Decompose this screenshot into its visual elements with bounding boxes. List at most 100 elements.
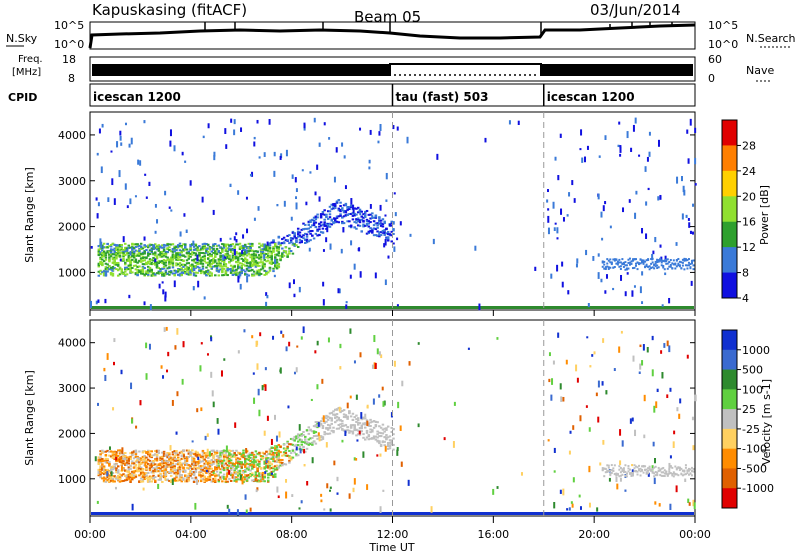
echo-cell <box>196 265 199 268</box>
echo-cell <box>221 475 224 478</box>
echo-cell <box>349 415 353 418</box>
echo-cell <box>249 469 252 472</box>
echo-cell <box>184 463 187 466</box>
echo-cell <box>139 477 143 480</box>
echo-cell <box>378 440 381 443</box>
echo-cell <box>376 436 379 439</box>
echo-cell <box>321 211 325 214</box>
echo-cell <box>689 267 692 270</box>
echo-cell <box>127 259 131 262</box>
echo-cell <box>157 271 161 274</box>
echo-cell <box>145 196 148 199</box>
echo-cell <box>277 266 281 269</box>
echo-cell <box>379 219 383 222</box>
echo-cell <box>208 265 212 268</box>
echo-cell <box>517 120 520 126</box>
echo-cell <box>221 248 224 251</box>
echo-cell <box>189 453 192 456</box>
echo-cell <box>111 242 115 245</box>
echo-cell <box>132 247 136 250</box>
echo-cell <box>251 467 254 470</box>
colorbar-tick-label: 25 <box>742 403 756 416</box>
echo-cell <box>281 458 284 461</box>
echo-cell <box>620 330 623 334</box>
echo-cell <box>102 479 106 482</box>
echo-cell <box>146 471 150 474</box>
echo-cell <box>161 480 164 483</box>
echo-cell <box>148 266 152 269</box>
echo-cell <box>122 457 125 460</box>
echo-cell <box>328 137 331 140</box>
echo-cell <box>194 265 198 268</box>
echo-cell <box>268 242 272 245</box>
echo-cell <box>362 216 365 219</box>
echo-cell <box>240 254 243 257</box>
echo-cell <box>355 394 358 400</box>
echo-cell <box>246 275 249 283</box>
echo-cell <box>259 253 263 256</box>
echo-cell <box>150 248 153 251</box>
echo-cell <box>406 136 409 144</box>
echo-cell <box>694 394 697 402</box>
echo-cell <box>185 462 189 465</box>
colorbar-segment <box>722 488 737 509</box>
echo-cell <box>270 438 273 445</box>
echo-cell <box>150 261 153 264</box>
echo-cell <box>240 462 243 465</box>
echo-cell <box>240 466 243 469</box>
echo-cell <box>104 457 108 460</box>
echo-cell <box>653 267 656 270</box>
echo-cell <box>265 272 268 275</box>
echo-cell <box>385 427 388 430</box>
echo-cell <box>141 451 145 454</box>
echo-cell <box>372 426 376 429</box>
echo-cell <box>178 274 182 277</box>
echo-cell <box>634 429 637 437</box>
echo-cell <box>687 217 690 221</box>
echo-cell <box>256 487 259 491</box>
echo-cell <box>139 462 143 465</box>
echo-cell <box>129 250 132 256</box>
echo-cell <box>127 459 131 462</box>
echo-cell <box>201 457 205 460</box>
echo-cell <box>217 428 220 435</box>
echo-cell <box>198 254 201 257</box>
echo-cell <box>274 456 277 459</box>
echo-cell <box>295 239 298 242</box>
echo-cell <box>328 416 332 419</box>
echo-cell <box>258 156 261 159</box>
echo-cell <box>204 435 207 441</box>
echo-cell <box>383 427 386 430</box>
echo-cell <box>265 273 268 276</box>
echo-cell <box>254 254 258 257</box>
echo-cell <box>371 215 374 220</box>
echo-cell <box>148 258 152 261</box>
echo-cell <box>311 436 314 439</box>
echo-cell <box>99 460 102 463</box>
echo-cell <box>191 267 194 270</box>
echo-cell <box>214 251 217 254</box>
echo-cell <box>146 480 150 483</box>
echo-cell <box>657 139 660 147</box>
echo-cell <box>226 256 229 259</box>
echo-cell <box>576 377 579 383</box>
echo-cell <box>219 452 222 455</box>
echo-cell <box>176 456 180 459</box>
echo-cell <box>184 470 187 473</box>
echo-cell <box>651 261 654 264</box>
echo-cell <box>199 248 203 251</box>
echo-cell <box>692 203 695 207</box>
echo-cell <box>348 208 351 211</box>
echo-cell <box>169 271 173 274</box>
echo-cell <box>129 246 132 249</box>
echo-cell <box>571 180 574 186</box>
echo-cell <box>385 436 388 439</box>
echo-cell <box>381 223 385 226</box>
echo-cell <box>212 260 215 263</box>
echo-cell <box>335 408 339 411</box>
echo-cell <box>242 254 245 257</box>
echo-cell <box>393 246 396 252</box>
echo-cell <box>155 469 159 472</box>
echo-cell <box>666 473 669 476</box>
echo-cell <box>306 481 309 486</box>
